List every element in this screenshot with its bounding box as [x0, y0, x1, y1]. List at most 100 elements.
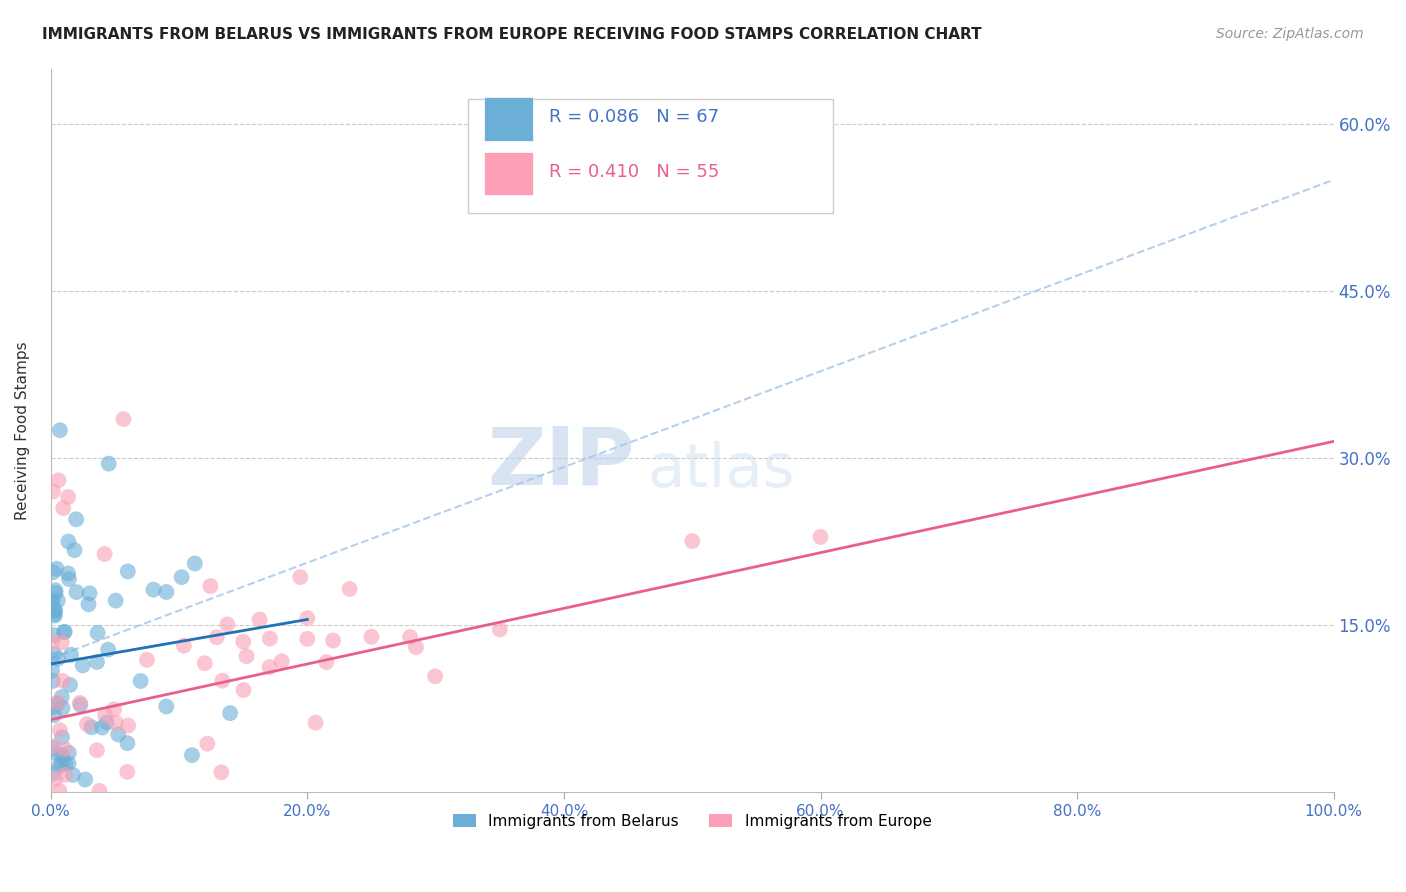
- Point: [810, 530, 832, 544]
- Point: [96, 715, 118, 730]
- Point: [42, 565, 65, 579]
- Point: [52, 501, 75, 516]
- Point: [41, 593, 63, 607]
- Point: [56, 490, 79, 504]
- Point: [91, 721, 114, 735]
- Point: [48, 784, 70, 798]
- Point: [46, 651, 69, 665]
- Point: [53, 625, 76, 640]
- Point: [155, 699, 177, 714]
- Point: [104, 593, 127, 607]
- Point: [41, 664, 63, 678]
- Point: [104, 715, 127, 730]
- Point: [200, 579, 222, 593]
- Point: [51, 748, 73, 763]
- Point: [45, 586, 67, 600]
- Point: [232, 683, 254, 698]
- FancyBboxPatch shape: [468, 99, 834, 213]
- Point: [72, 658, 94, 673]
- Legend: Immigrants from Belarus, Immigrants from Europe: Immigrants from Belarus, Immigrants from…: [447, 807, 938, 835]
- Point: [44, 603, 66, 617]
- Point: [58, 572, 80, 586]
- Point: [681, 534, 703, 549]
- Point: [44, 608, 66, 623]
- Point: [59, 678, 82, 692]
- Point: [63, 543, 86, 558]
- Point: [97, 642, 120, 657]
- Point: [48, 473, 70, 487]
- Point: [488, 623, 510, 637]
- Point: [52, 673, 75, 688]
- Point: [53, 756, 76, 771]
- Point: [423, 669, 446, 683]
- Point: [41, 739, 63, 754]
- Point: [46, 747, 69, 761]
- Point: [117, 565, 139, 579]
- Y-axis label: Receiving Food Stamps: Receiving Food Stamps: [15, 341, 30, 519]
- Point: [297, 611, 319, 625]
- Point: [259, 632, 281, 646]
- Point: [65, 585, 87, 599]
- Point: [41, 634, 63, 648]
- Point: [41, 596, 63, 610]
- Point: [217, 617, 239, 632]
- Point: [89, 784, 111, 798]
- Point: [290, 570, 312, 584]
- Point: [44, 607, 66, 621]
- Point: [86, 743, 108, 757]
- Point: [97, 457, 120, 471]
- Point: [77, 597, 100, 611]
- Point: [51, 635, 73, 649]
- Point: [135, 653, 157, 667]
- Point: [42, 484, 65, 499]
- Point: [184, 557, 207, 571]
- Point: [58, 534, 80, 549]
- Point: [75, 772, 97, 787]
- Point: [259, 660, 281, 674]
- Point: [195, 737, 218, 751]
- Point: [399, 630, 422, 644]
- Text: R = 0.410   N = 55: R = 0.410 N = 55: [548, 163, 718, 181]
- Point: [79, 586, 101, 600]
- Point: [58, 746, 80, 760]
- Point: [51, 690, 73, 704]
- Point: [62, 768, 84, 782]
- Point: [86, 625, 108, 640]
- Point: [48, 759, 70, 773]
- Point: [49, 423, 72, 437]
- Point: [51, 756, 73, 770]
- Point: [142, 582, 165, 597]
- Point: [339, 582, 361, 596]
- Text: Source: ZipAtlas.com: Source: ZipAtlas.com: [1216, 27, 1364, 41]
- Point: [42, 647, 65, 661]
- Point: [41, 700, 63, 714]
- Point: [297, 632, 319, 646]
- Point: [76, 717, 98, 731]
- Point: [46, 593, 69, 607]
- Point: [86, 655, 108, 669]
- Point: [44, 583, 66, 598]
- Point: [56, 566, 79, 581]
- Point: [65, 512, 87, 526]
- Point: [173, 639, 195, 653]
- Point: [42, 673, 65, 688]
- Point: [44, 772, 66, 786]
- Point: [235, 649, 257, 664]
- Point: [117, 764, 139, 779]
- Point: [58, 756, 80, 771]
- Point: [181, 748, 204, 763]
- Point: [53, 742, 76, 756]
- Point: [117, 718, 139, 732]
- Text: R = 0.086   N = 67: R = 0.086 N = 67: [548, 108, 718, 126]
- Point: [69, 696, 91, 710]
- Point: [42, 708, 65, 723]
- Text: IMMIGRANTS FROM BELARUS VS IMMIGRANTS FROM EUROPE RECEIVING FOOD STAMPS CORRELAT: IMMIGRANTS FROM BELARUS VS IMMIGRANTS FR…: [42, 27, 981, 42]
- Point: [51, 701, 73, 715]
- Point: [51, 730, 73, 744]
- Point: [232, 634, 254, 648]
- Text: ZIP: ZIP: [488, 424, 634, 502]
- Point: [46, 697, 69, 711]
- Point: [155, 585, 177, 599]
- Point: [129, 673, 152, 688]
- Point: [69, 698, 91, 712]
